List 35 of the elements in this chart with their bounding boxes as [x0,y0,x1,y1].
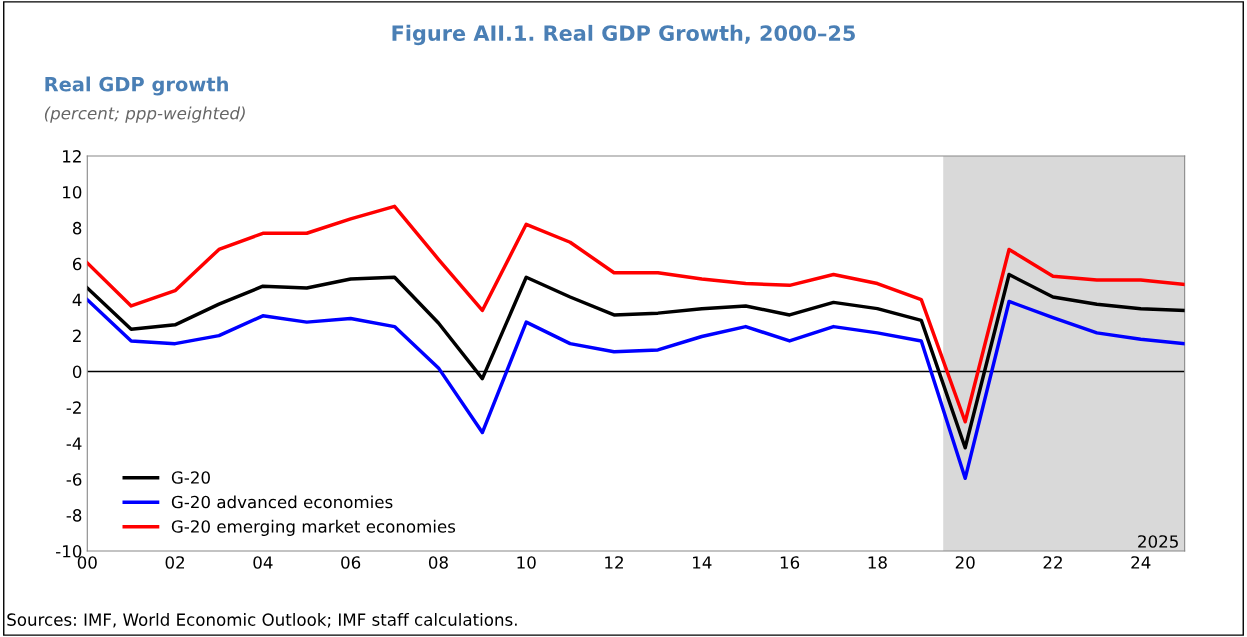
x-tick-label: 20 [955,556,975,569]
x-tick-label: 12 [605,556,623,569]
y-tick-label: 12 [63,150,81,163]
x-tick-label: 08 [428,556,448,569]
y-tick-label: -8 [66,509,82,522]
source-note: Sources: IMF, World Economic Outlook; IMF staff calculations. [7,613,517,628]
y-tick-label: -6 [66,473,82,486]
chart-subtitle: (percent; ppp-weighted) [44,106,245,123]
y-tick-label: 10 [63,185,82,199]
y-tick-label: 4 [72,293,82,307]
line-series [87,204,1185,424]
line-series [87,272,1185,450]
y-tick-label: 0 [72,365,82,379]
x-tick-label: 16 [780,556,800,569]
y-tick-label: -2 [66,401,81,414]
x-tick-label: 06 [341,556,361,569]
x-tick-label: 10 [517,556,536,569]
legend-label: G-20 advanced economies [171,495,393,509]
x-tick-label: 00 [77,556,97,569]
y-tick-label: -4 [66,437,82,450]
x-tick-label: 04 [253,556,273,569]
chart-title: Figure AII.1. Real GDP Growth, 2000–25 [392,24,855,46]
band-label: 2025 [1138,535,1178,548]
y-tick-label: -10 [56,544,82,558]
y-axis-title: Real GDP growth [45,76,228,96]
y-tick-label: 2 [73,329,81,342]
x-tick-label: 02 [165,556,185,569]
x-tick-label: 14 [693,556,712,569]
x-tick-label: 24 [1131,556,1151,569]
x-tick-label: 18 [868,556,887,569]
y-tick-label: 6 [72,257,82,271]
x-tick-label: 22 [1043,556,1062,569]
y-tick-label: 8 [72,221,82,235]
legend-label: G-20 emerging market economies [171,519,456,537]
legend-label: G-20 [171,471,210,484]
